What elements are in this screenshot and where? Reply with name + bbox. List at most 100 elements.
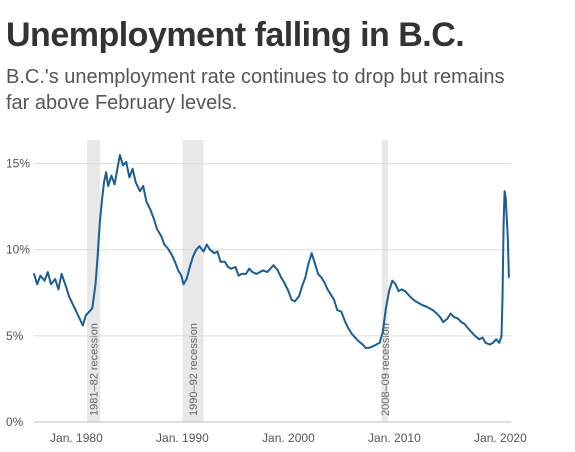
y-tick-label: 5% (6, 329, 24, 343)
data-point (385, 307, 387, 310)
data-point (185, 278, 188, 280)
data-point (131, 167, 134, 170)
recession-band (182, 140, 204, 422)
data-point (142, 185, 145, 187)
data-point (351, 333, 353, 336)
data-point (122, 164, 124, 167)
data-point (505, 217, 508, 220)
data-point (410, 297, 413, 299)
data-point (64, 285, 67, 287)
data-point (258, 271, 261, 274)
data-point (60, 272, 63, 275)
data-point (266, 271, 269, 274)
data-point (329, 293, 332, 296)
data-point (381, 331, 384, 334)
recession-label: 1981–82 recession (89, 323, 101, 416)
data-point (301, 285, 304, 287)
data-point (216, 250, 219, 253)
data-point (118, 154, 121, 156)
data-point (280, 276, 282, 279)
data-point (276, 269, 279, 272)
data-point (470, 331, 473, 334)
data-point (219, 260, 222, 263)
data-point (323, 281, 326, 284)
recession-band (381, 140, 389, 422)
data-point (498, 341, 501, 344)
data-point (457, 317, 459, 320)
data-point (174, 260, 176, 263)
data-point (283, 281, 286, 284)
data-point (255, 272, 258, 275)
data-point (361, 343, 364, 346)
data-point (333, 298, 335, 301)
data-point (188, 266, 191, 268)
data-point (182, 283, 185, 286)
data-point (134, 181, 137, 184)
data-point (357, 340, 360, 342)
recession-bands: 1981–82 recession 1990–92 recession 2008–0… (87, 140, 392, 422)
data-point (503, 190, 506, 193)
data-point (290, 298, 293, 301)
data-point (81, 324, 84, 327)
data-point (251, 271, 254, 274)
data-point (75, 310, 78, 313)
data-point (452, 316, 455, 318)
data-point (346, 326, 349, 329)
data-point (248, 267, 251, 270)
data-point (507, 276, 510, 279)
data-point (400, 288, 403, 291)
recession-label: 2008–09 recession (380, 323, 392, 416)
data-point (425, 305, 428, 308)
data-point (195, 248, 198, 251)
data-point (103, 181, 105, 184)
x-tick-label: Jan. 2010 (368, 431, 421, 445)
data-point (245, 272, 247, 275)
data-point (57, 288, 60, 291)
data-point (149, 209, 152, 212)
data-point (213, 252, 216, 255)
data-point (343, 319, 346, 322)
recession-label: 1990–92 recession (188, 323, 200, 416)
data-point (180, 274, 183, 277)
data-point (442, 321, 445, 323)
recession-band (87, 140, 101, 422)
data-point (33, 272, 35, 275)
data-point (495, 338, 498, 341)
data-point (449, 312, 452, 315)
data-point (391, 279, 394, 282)
data-point (500, 334, 503, 337)
data-point (105, 171, 107, 174)
data-point (91, 307, 94, 310)
data-point (293, 300, 296, 303)
data-point (310, 252, 313, 255)
data-point (394, 283, 397, 286)
y-tick-label: 10% (6, 243, 30, 257)
data-point (113, 183, 116, 186)
data-point (54, 278, 57, 280)
x-tick-label: Jan. 1990 (156, 431, 209, 445)
data-point (474, 334, 476, 337)
data-point (202, 250, 205, 253)
data-point (240, 272, 243, 275)
data-point (375, 343, 378, 346)
data-point (262, 269, 264, 272)
data-point (397, 290, 400, 292)
data-point (326, 288, 329, 291)
data-point (237, 274, 240, 277)
data-point (160, 235, 163, 237)
data-point (125, 160, 128, 163)
data-point (227, 266, 229, 268)
data-point (421, 303, 423, 306)
data-point (192, 255, 194, 258)
data-point (198, 245, 201, 248)
data-point (170, 254, 173, 256)
data-point (435, 312, 438, 315)
data-point (304, 276, 307, 279)
data-point (501, 297, 504, 299)
data-point (378, 341, 381, 344)
data-point (205, 243, 208, 246)
data-point (223, 260, 226, 263)
y-tick-label: 15% (6, 157, 30, 171)
unemployment-rate-line (33, 154, 510, 349)
data-point (492, 341, 494, 344)
